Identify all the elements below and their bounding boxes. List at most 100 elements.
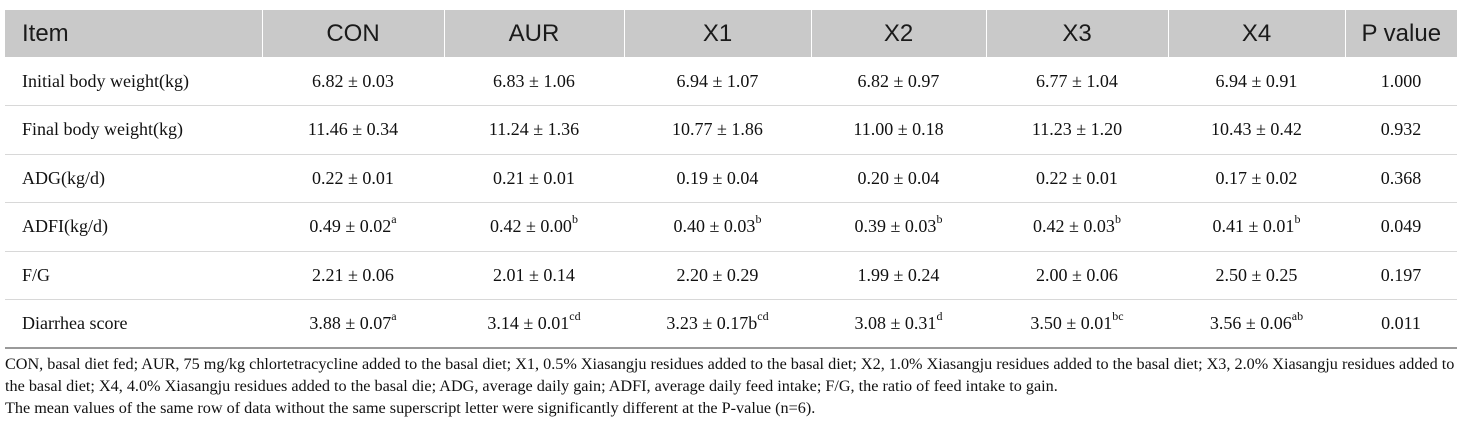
header-x1: X1 — [624, 10, 812, 57]
significance-letter: d — [936, 309, 943, 323]
row-label: Initial body weight(kg) — [22, 70, 189, 91]
cell-x2: 3.08 ± 0.31d — [811, 300, 986, 349]
cell-x2: 0.39 ± 0.03b — [811, 203, 986, 252]
cell-x4: 10.43 ± 0.42 — [1168, 106, 1345, 155]
significance-letter: b — [1294, 212, 1301, 227]
cell-value: 0.21 ± 0.01 — [493, 167, 575, 188]
cell-value: 2.50 ± 0.25 — [1215, 264, 1298, 285]
cell-value: 0.39 ± 0.03 — [854, 216, 937, 237]
cell-value: 1.99 ± 0.24 — [857, 264, 940, 285]
cell-x4: 3.56 ± 0.06ab — [1168, 300, 1345, 349]
cell-con: 11.46 ± 0.34 — [262, 106, 444, 155]
cell-value: 0.20 ± 0.04 — [857, 167, 940, 188]
table-header-row: Item CON AUR X1 X2 X3 X4 P value — [5, 10, 1457, 57]
cell-p-value: 0.049 — [1380, 216, 1422, 237]
cell-value: 3.50 ± 0.01 — [1030, 313, 1113, 333]
cell-value: 0.19 ± 0.04 — [676, 167, 759, 188]
cell-x3: 2.00 ± 0.06 — [986, 251, 1168, 300]
cell-x3: 0.42 ± 0.03b — [986, 203, 1168, 252]
header-con: CON — [262, 10, 445, 57]
cell-x2: 0.20 ± 0.04 — [811, 154, 986, 203]
header-x3: X3 — [986, 10, 1169, 57]
cell-x1: 0.19 ± 0.04 — [624, 154, 811, 203]
cell-value: 6.94 ± 0.91 — [1215, 70, 1298, 91]
significance-letter: a — [391, 309, 397, 323]
table-row: Final body weight(kg) 11.46 ± 0.34 11.24 ±… — [5, 106, 1457, 155]
cell-x3: 0.22 ± 0.01 — [986, 154, 1168, 203]
cell-value: 11.00 ± 0.18 — [853, 119, 944, 140]
table-row: Initial body weight(kg) 6.82 ± 0.03 6.83 ±… — [5, 57, 1457, 106]
significance-letter: b — [571, 212, 578, 227]
row-label: Final body weight(kg) — [22, 119, 183, 140]
header-x4: X4 — [1168, 10, 1346, 57]
table-footnote: CON, basal diet fed; AUR, 75 mg/kg chlor… — [5, 353, 1457, 419]
cell-aur: 0.21 ± 0.01 — [444, 154, 624, 203]
cell-value: 2.20 ± 0.29 — [676, 264, 759, 285]
cell-x1: 6.94 ± 1.07 — [624, 57, 811, 106]
cell-value: 0.42 ± 0.03 — [1033, 216, 1115, 237]
cell-value: 0.49 ± 0.02 — [309, 216, 392, 237]
cell-value: 0.22 ± 0.01 — [312, 167, 394, 188]
cell-p-value: 0.932 — [1380, 119, 1422, 140]
cell-aur: 2.01 ± 0.14 — [444, 251, 624, 300]
cell-value: 0.17 ± 0.02 — [1215, 167, 1298, 188]
cell-x4: 2.50 ± 0.25 — [1168, 251, 1345, 300]
data-table: Item CON AUR X1 X2 X3 X4 P value Initial… — [5, 10, 1457, 349]
significance-letter: cd — [757, 309, 769, 323]
cell-aur: 11.24 ± 1.36 — [444, 106, 624, 155]
cell-value: 3.08 ± 0.31 — [854, 313, 937, 333]
header-aur: AUR — [444, 10, 625, 57]
cell-x2: 1.99 ± 0.24 — [811, 251, 986, 300]
cell-x3: 11.23 ± 1.20 — [986, 106, 1168, 155]
significance-letter: a — [391, 212, 397, 227]
cell-value: 3.23 ± 0.17b — [666, 313, 758, 333]
cell-value: 3.56 ± 0.06 — [1209, 313, 1292, 333]
cell-p-value: 0.368 — [1380, 167, 1422, 188]
cell-value: 0.42 ± 0.00 — [490, 216, 572, 237]
cell-x3: 3.50 ± 0.01bc — [986, 300, 1168, 349]
cell-con: 2.21 ± 0.06 — [262, 251, 444, 300]
cell-value: 0.41 ± 0.01 — [1212, 216, 1295, 237]
table-body: Initial body weight(kg) 6.82 ± 0.03 6.83 ±… — [5, 57, 1457, 348]
header-item: Item — [5, 10, 263, 57]
cell-aur: 6.83 ± 1.06 — [444, 57, 624, 106]
row-label: ADG(kg/d) — [22, 167, 105, 188]
footnote-abbreviations: CON, basal diet fed; AUR, 75 mg/kg chlor… — [5, 355, 1455, 395]
cell-x2: 11.00 ± 0.18 — [811, 106, 986, 155]
cell-value: 6.82 ± 0.03 — [312, 70, 394, 91]
row-label: ADFI(kg/d) — [22, 216, 108, 237]
cell-aur: 0.42 ± 0.00b — [444, 203, 624, 252]
cell-p-value: 0.011 — [1381, 313, 1421, 333]
significance-letter: b — [936, 212, 943, 227]
significance-letter: b — [1114, 212, 1121, 227]
cell-value: 6.83 ± 1.06 — [493, 70, 575, 91]
cell-value: 0.22 ± 0.01 — [1036, 167, 1118, 188]
cell-value: 6.77 ± 1.04 — [1036, 70, 1118, 91]
significance-letter: bc — [1112, 309, 1124, 323]
cell-p-value: 0.197 — [1380, 264, 1422, 285]
cell-x2: 6.82 ± 0.97 — [811, 57, 986, 106]
header-x2: X2 — [811, 10, 987, 57]
cell-value: 3.88 ± 0.07 — [309, 313, 392, 333]
cell-value: 11.46 ± 0.34 — [307, 119, 399, 140]
significance-letter: b — [755, 212, 762, 227]
cell-value: 6.94 ± 1.07 — [676, 70, 759, 91]
cell-x4: 0.41 ± 0.01b — [1168, 203, 1345, 252]
cell-con: 6.82 ± 0.03 — [262, 57, 444, 106]
significance-letter: ab — [1291, 309, 1304, 323]
table-row: F/G 2.21 ± 0.06 2.01 ± 0.14 2.20 ± 0.29 1.99… — [5, 251, 1457, 300]
cell-value: 2.00 ± 0.06 — [1036, 264, 1118, 285]
cell-x3: 6.77 ± 1.04 — [986, 57, 1168, 106]
cell-con: 3.88 ± 0.07a — [262, 300, 444, 349]
footnote-significance: The mean values of the same row of data … — [5, 399, 816, 417]
row-label: Diarrhea score — [22, 313, 128, 333]
cell-value: 2.01 ± 0.14 — [493, 264, 575, 285]
table-row: ADFI(kg/d) 0.49 ± 0.02a 0.42 ± 0.00b 0.40 ±… — [5, 203, 1457, 252]
cell-x1: 2.20 ± 0.29 — [624, 251, 811, 300]
cell-x1: 10.77 ± 1.86 — [624, 106, 811, 155]
significance-letter: cd — [569, 309, 581, 323]
header-p-value: P value — [1361, 19, 1442, 47]
table-row: ADG(kg/d) 0.22 ± 0.01 0.21 ± 0.01 0.19 ± 0.… — [5, 154, 1457, 203]
row-label: F/G — [22, 264, 51, 285]
table-row: Diarrhea score 3.88 ± 0.07a 3.14 ± 0.01cd 3… — [5, 300, 1457, 349]
